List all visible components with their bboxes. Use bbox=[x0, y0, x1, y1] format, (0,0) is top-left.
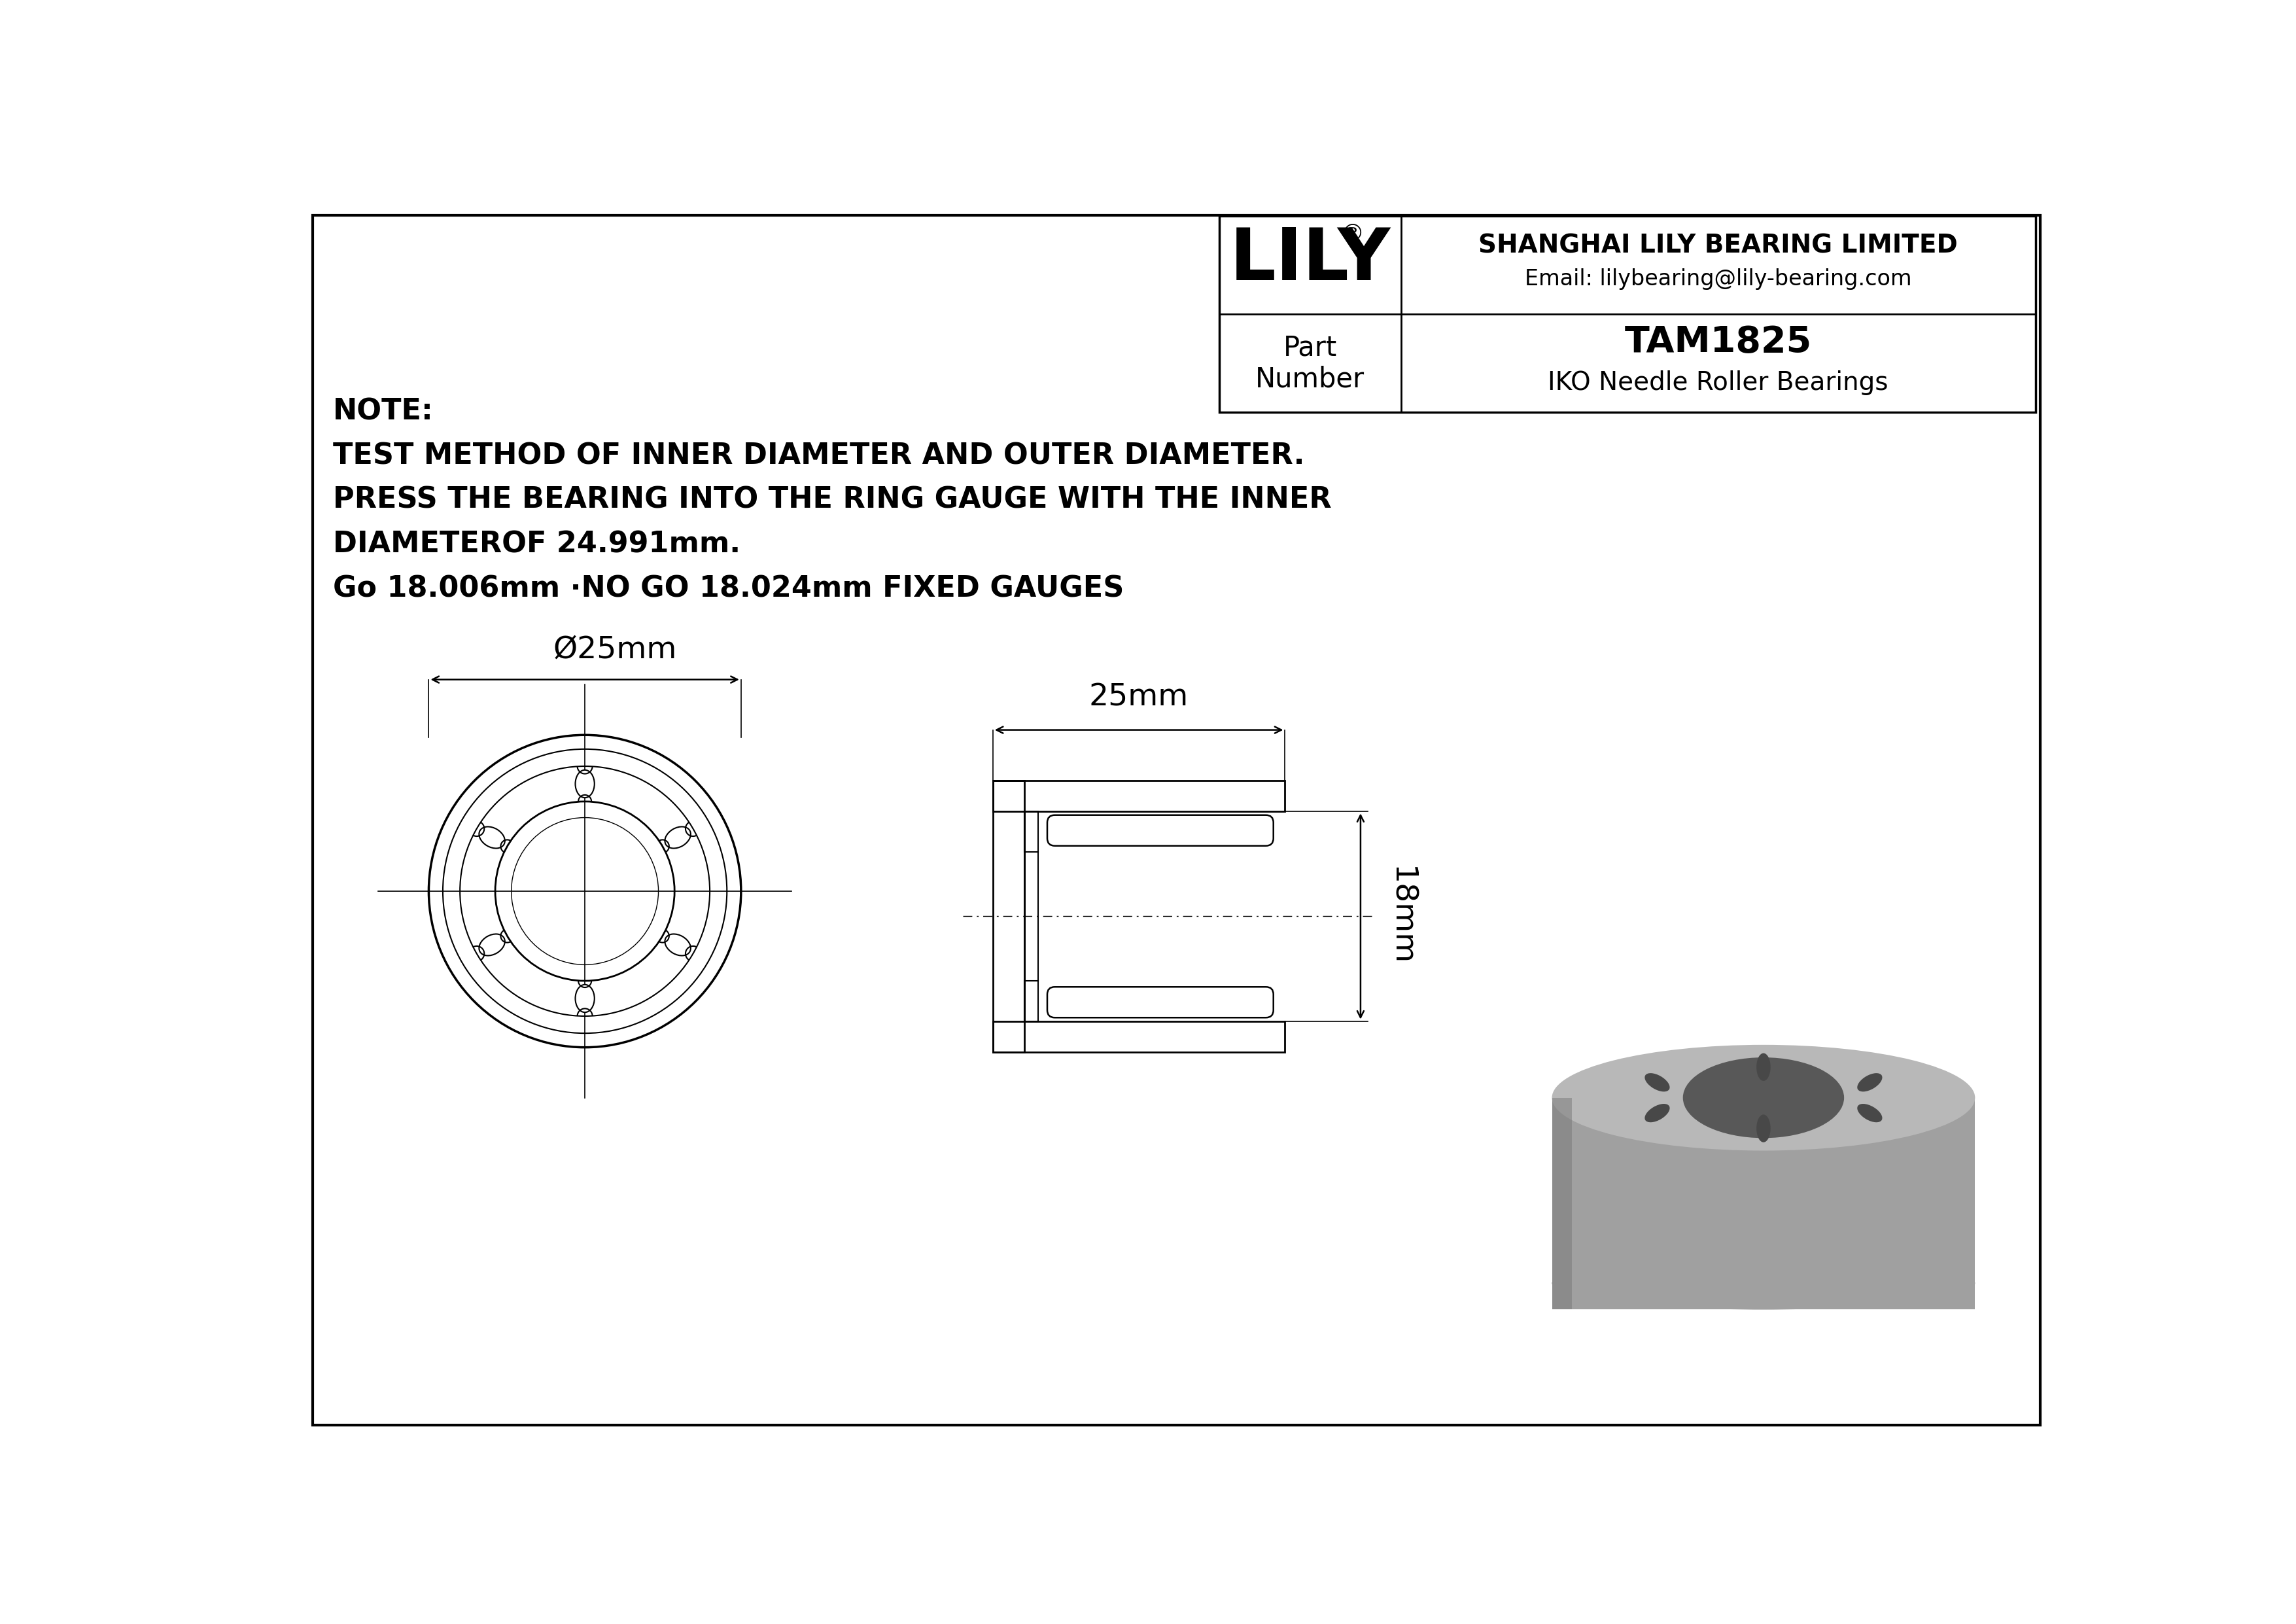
Text: 18mm: 18mm bbox=[1387, 867, 1414, 966]
Text: LILY: LILY bbox=[1231, 226, 1391, 296]
Bar bbox=[1024, 981, 1038, 1021]
Ellipse shape bbox=[666, 827, 691, 848]
FancyBboxPatch shape bbox=[1047, 815, 1274, 846]
Text: PRESS THE BEARING INTO THE RING GAUGE WITH THE INNER: PRESS THE BEARING INTO THE RING GAUGE WI… bbox=[333, 486, 1332, 515]
Text: Go 18.006mm ·NO GO 18.024mm FIXED GAUGES: Go 18.006mm ·NO GO 18.024mm FIXED GAUGES bbox=[333, 575, 1125, 603]
Ellipse shape bbox=[1857, 1104, 1883, 1122]
Bar bbox=[1552, 1098, 1975, 1309]
Text: IKO Needle Roller Bearings: IKO Needle Roller Bearings bbox=[1548, 370, 1887, 395]
Text: NOTE:: NOTE: bbox=[333, 398, 434, 425]
Ellipse shape bbox=[480, 827, 505, 848]
Text: TAM1825: TAM1825 bbox=[1626, 325, 1812, 361]
Text: SHANGHAI LILY BEARING LIMITED: SHANGHAI LILY BEARING LIMITED bbox=[1479, 234, 1958, 258]
Ellipse shape bbox=[576, 984, 595, 1012]
Text: 25mm: 25mm bbox=[1088, 682, 1189, 713]
Ellipse shape bbox=[1552, 1257, 1975, 1309]
Bar bbox=[1552, 1098, 1573, 1309]
Bar bbox=[1219, 216, 2037, 412]
Text: ®: ® bbox=[1341, 222, 1364, 245]
Ellipse shape bbox=[1552, 1044, 1975, 1151]
FancyBboxPatch shape bbox=[1047, 987, 1274, 1018]
Bar bbox=[1024, 812, 1038, 853]
Ellipse shape bbox=[1683, 1057, 1844, 1138]
Bar bbox=[992, 780, 1024, 1052]
Text: Ø25mm: Ø25mm bbox=[553, 635, 677, 664]
Text: DIAMETEROF 24.991mm.: DIAMETEROF 24.991mm. bbox=[333, 531, 742, 559]
Ellipse shape bbox=[1644, 1104, 1669, 1122]
Bar bbox=[992, 1021, 1286, 1052]
Ellipse shape bbox=[480, 934, 505, 955]
Ellipse shape bbox=[1756, 1114, 1770, 1142]
Ellipse shape bbox=[1857, 1073, 1883, 1091]
Text: TEST METHOD OF INNER DIAMETER AND OUTER DIAMETER.: TEST METHOD OF INNER DIAMETER AND OUTER … bbox=[333, 442, 1304, 469]
Ellipse shape bbox=[1644, 1073, 1669, 1091]
Ellipse shape bbox=[576, 770, 595, 797]
Text: Part
Number: Part Number bbox=[1256, 335, 1364, 393]
Ellipse shape bbox=[666, 934, 691, 955]
Bar bbox=[992, 780, 1286, 812]
Text: Email: lilybearing@lily-bearing.com: Email: lilybearing@lily-bearing.com bbox=[1525, 268, 1913, 291]
Ellipse shape bbox=[1756, 1054, 1770, 1082]
